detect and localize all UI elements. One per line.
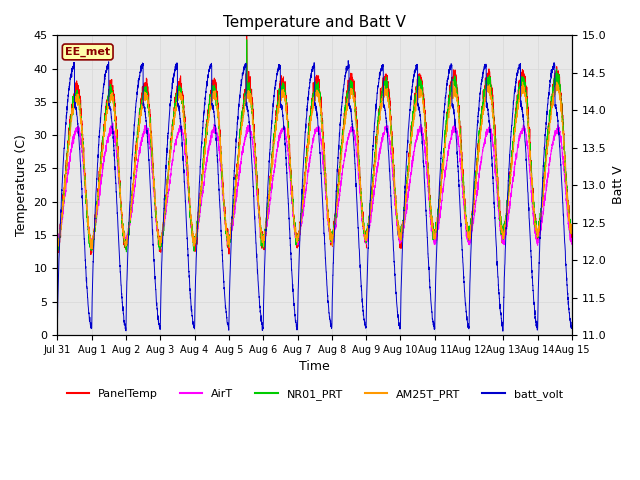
Title: Temperature and Batt V: Temperature and Batt V bbox=[223, 15, 406, 30]
Text: EE_met: EE_met bbox=[65, 47, 110, 57]
Y-axis label: Temperature (C): Temperature (C) bbox=[15, 134, 28, 236]
Y-axis label: Batt V: Batt V bbox=[612, 166, 625, 204]
Legend: PanelTemp, AirT, NR01_PRT, AM25T_PRT, batt_volt: PanelTemp, AirT, NR01_PRT, AM25T_PRT, ba… bbox=[62, 384, 567, 404]
X-axis label: Time: Time bbox=[300, 360, 330, 373]
